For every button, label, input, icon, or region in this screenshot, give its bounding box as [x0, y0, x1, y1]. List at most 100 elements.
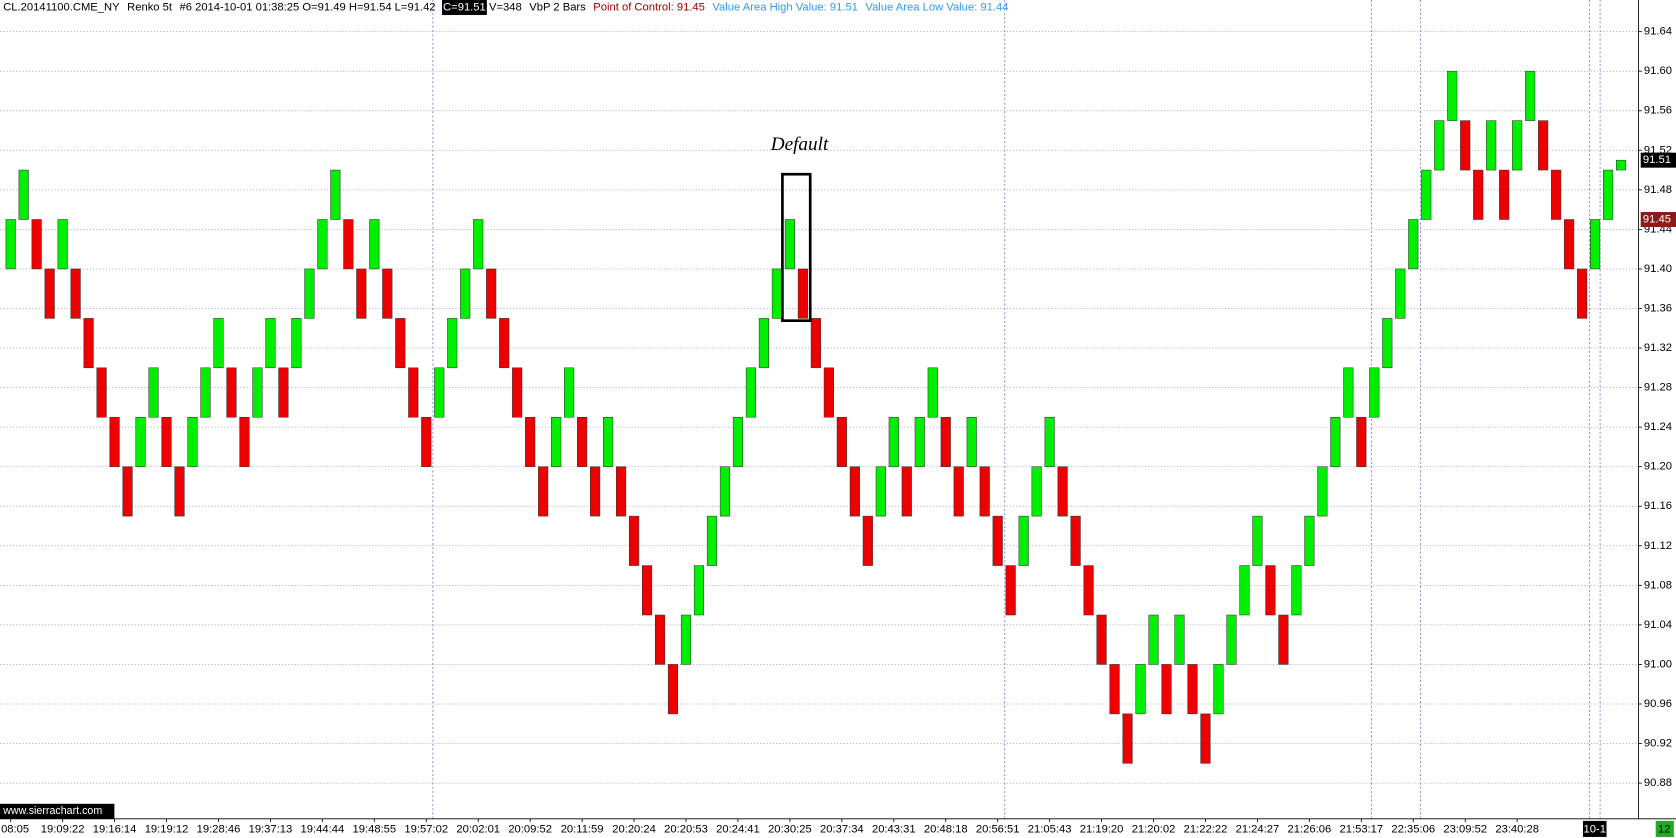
down-brick	[1122, 713, 1133, 764]
down-brick	[1473, 169, 1484, 220]
up-brick	[1615, 159, 1627, 171]
x-tick-label: 19:48:55	[352, 823, 396, 835]
down-brick	[1538, 120, 1549, 171]
up-brick	[473, 219, 484, 270]
down-brick	[44, 268, 55, 319]
down-brick	[109, 416, 120, 467]
up-brick	[1369, 367, 1380, 418]
down-brick	[823, 367, 834, 418]
up-brick	[1317, 466, 1328, 517]
x-tick-label: 19:37:13	[249, 823, 293, 835]
up-brick	[213, 318, 224, 369]
down-brick	[1265, 565, 1276, 616]
up-brick	[434, 367, 445, 418]
down-brick	[1200, 713, 1211, 764]
header-study: VbP 2 Bars	[529, 1, 586, 13]
x-tick-label: 21:24:27	[1236, 823, 1280, 835]
y-tick-label: 90.96	[1644, 698, 1672, 710]
watermark: www.sierrachart.com	[2, 805, 102, 817]
up-brick	[265, 318, 276, 369]
x-tick-label: 19:44:44	[301, 823, 345, 835]
header-symbol: CL.20141100.CME_NY	[3, 1, 120, 13]
up-brick	[745, 367, 757, 418]
down-brick	[654, 614, 666, 665]
price-badge: 91.45	[1643, 213, 1671, 225]
down-brick	[1499, 169, 1510, 220]
up-brick	[1239, 565, 1250, 616]
down-brick	[239, 416, 250, 467]
y-tick-label: 91.04	[1644, 619, 1672, 631]
down-brick	[1109, 664, 1120, 715]
x-tick-label: 20:20:53	[664, 823, 708, 835]
down-brick	[641, 565, 653, 616]
up-brick	[200, 367, 211, 418]
down-brick	[31, 219, 42, 270]
header-val: Value Area Low Value: 91.44	[865, 1, 1008, 13]
x-tick-label: 08:05	[1, 823, 29, 835]
date-marker-bg	[1583, 820, 1607, 837]
y-tick-label: 91.08	[1644, 579, 1672, 591]
up-brick	[706, 515, 718, 566]
down-brick	[836, 416, 847, 467]
x-tick-label: 20:24:41	[716, 823, 760, 835]
up-brick	[1343, 367, 1354, 418]
up-brick	[135, 416, 146, 467]
header-close: C=91.51	[443, 1, 486, 13]
down-brick	[226, 367, 237, 418]
up-brick	[5, 219, 16, 270]
up-brick	[369, 219, 380, 270]
y-tick-label: 91.12	[1644, 540, 1672, 552]
down-brick	[343, 219, 354, 270]
down-brick	[940, 416, 951, 467]
x-tick-label: 20:09:52	[508, 823, 552, 835]
header-bar-type: Renko 5t	[127, 1, 173, 13]
x-tick-label: 21:22:22	[1184, 823, 1228, 835]
header-volume: V=348	[489, 1, 522, 13]
annotation-box	[781, 172, 812, 322]
header-highlight	[441, 0, 487, 15]
header-vah: Value Area High Value: 91.51	[712, 1, 858, 13]
corner-label: 12	[1658, 823, 1670, 835]
x-tick-label: 20:30:25	[768, 823, 812, 835]
x-tick-label: 21:05:43	[1028, 823, 1072, 835]
y-tick-label: 91.64	[1644, 26, 1672, 38]
x-tick-label: 23:40:28	[1495, 823, 1539, 835]
x-tick-label: 21:53:17	[1339, 823, 1383, 835]
down-brick	[862, 515, 873, 566]
down-brick	[161, 416, 172, 467]
up-brick	[1408, 219, 1419, 270]
header: CL.20141100.CME_NY Renko 5t #6 2014-10-01 …	[3, 0, 1008, 15]
down-brick	[96, 367, 107, 418]
down-brick	[356, 268, 367, 319]
down-brick	[1083, 565, 1094, 616]
y-tick-label: 91.40	[1644, 263, 1672, 275]
up-brick	[914, 416, 925, 467]
down-brick	[525, 416, 536, 467]
down-brick	[395, 318, 406, 369]
down-brick	[1564, 219, 1575, 270]
y-tick-label: 91.60	[1644, 65, 1672, 77]
down-brick	[590, 466, 601, 517]
down-brick	[1460, 120, 1471, 171]
x-tick-label: 20:48:18	[924, 823, 968, 835]
up-brick	[888, 416, 899, 467]
up-brick	[1590, 219, 1601, 270]
up-brick	[291, 318, 302, 369]
down-brick	[382, 268, 393, 319]
price-badge: 91.51	[1643, 154, 1671, 166]
down-brick	[1356, 416, 1367, 467]
up-brick	[564, 367, 575, 418]
up-brick	[1148, 614, 1159, 665]
x-tick-label: 20:20:24	[612, 823, 656, 835]
down-brick	[810, 318, 821, 369]
up-brick	[693, 565, 705, 616]
down-brick	[849, 466, 860, 517]
down-brick	[499, 318, 510, 369]
bricks	[5, 70, 1627, 764]
price-badge-bg	[1640, 212, 1676, 227]
y-tick-label: 90.92	[1644, 738, 1672, 750]
up-brick	[758, 318, 770, 369]
up-brick	[719, 466, 731, 517]
down-brick	[278, 367, 289, 418]
